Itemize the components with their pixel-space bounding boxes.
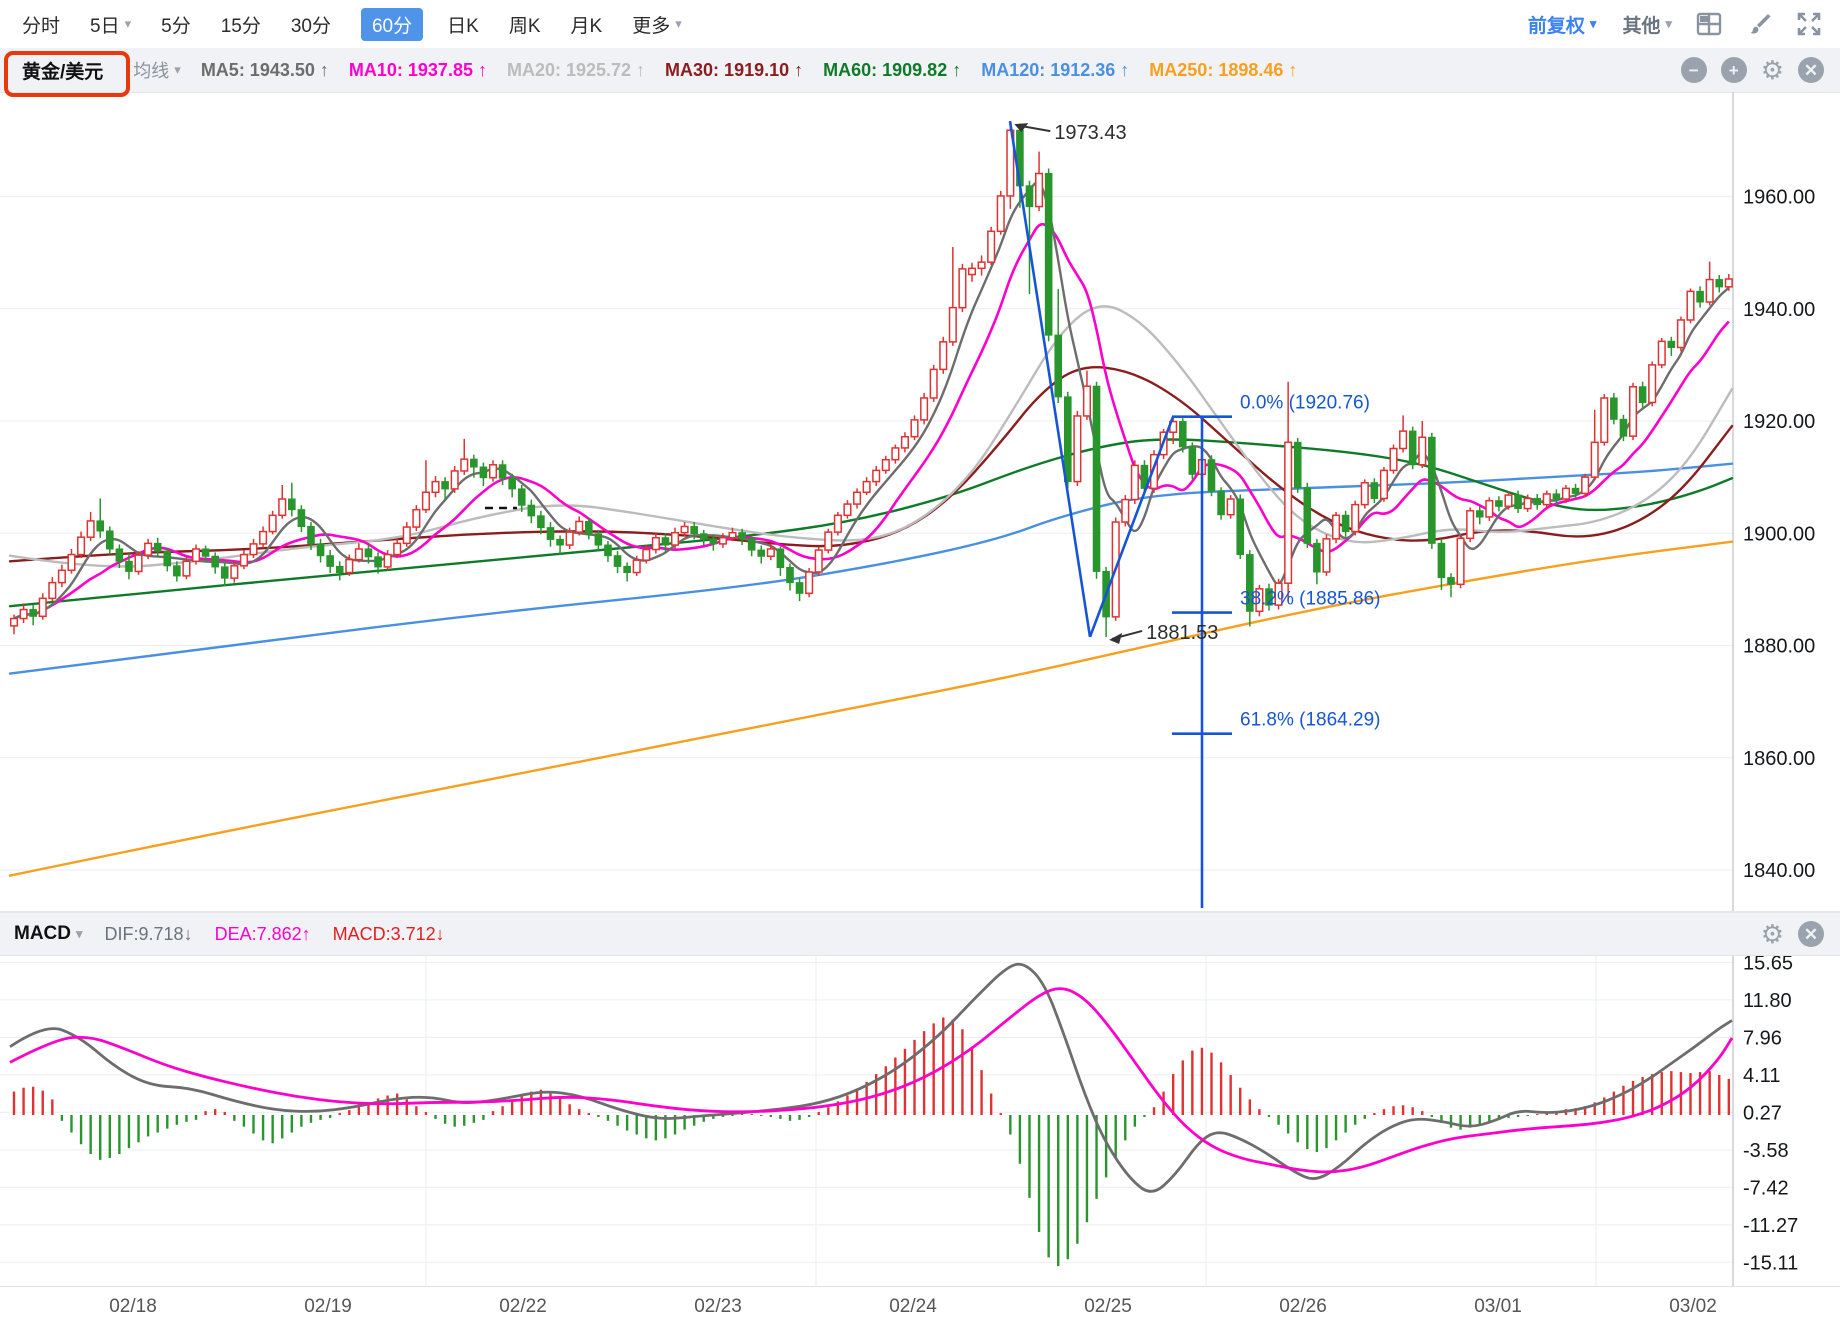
macd-axis-label: -7.42 bbox=[1743, 1177, 1789, 1199]
symbol-name: 黄金/美元 bbox=[22, 61, 104, 83]
period-tabs: 分时 5日 ▾ 5分 15分 30分 60分 日K 周K 月K 更多 ▾ bbox=[0, 7, 712, 41]
fib-level-label: 61.8% (1864.29) bbox=[1240, 710, 1381, 731]
zoom-in-button[interactable]: + bbox=[1720, 57, 1747, 83]
chevron-down-icon: ▾ bbox=[124, 16, 132, 31]
period-tab-5日[interactable]: 5日 ▾ bbox=[90, 15, 132, 37]
price-axis-label: 1880.00 bbox=[1743, 636, 1815, 658]
ma-toggle-dropdown[interactable]: 均线 ▾ bbox=[133, 57, 181, 83]
other-label: 其他 bbox=[1622, 15, 1661, 37]
date-label: 02/19 bbox=[304, 1296, 352, 1317]
candlestick-chart[interactable]: 1960.00 1940.00 1920.00 1900.00 1880.00 1860.… bbox=[0, 92, 1840, 912]
date-label: 02/18 bbox=[109, 1296, 157, 1317]
date-label: 03/01 bbox=[1474, 1296, 1522, 1317]
ma-value: MA5: 1943.50 ↑ bbox=[200, 59, 329, 80]
period-tab-日K[interactable]: 日K bbox=[447, 15, 479, 37]
close-icon[interactable]: ✕ bbox=[1798, 57, 1824, 83]
date-label: 02/25 bbox=[1084, 1296, 1132, 1317]
macd-chart[interactable]: 15.65 11.80 7.96 4.11 0.27 -3.58 -7.42 -11.27 -1… bbox=[0, 956, 1840, 1286]
period-tab-更多[interactable]: 更多 ▾ bbox=[632, 15, 682, 37]
ma-value: MA250: 1898.46 ↑ bbox=[1149, 59, 1298, 80]
other-dropdown[interactable]: 其他 ▾ bbox=[1622, 11, 1672, 38]
price-axis-label: 1840.00 bbox=[1743, 860, 1815, 882]
macd-axis-label: 11.80 bbox=[1743, 990, 1792, 1012]
low-annotation: 1881.53 bbox=[1146, 622, 1218, 644]
price-axis-label: 1860.00 bbox=[1743, 748, 1815, 770]
chevron-down-icon: ▾ bbox=[1589, 16, 1597, 31]
chevron-down-icon: ▾ bbox=[675, 16, 682, 31]
ma20-line bbox=[8, 305, 1734, 568]
macd-axis-label: 0.27 bbox=[1743, 1102, 1782, 1124]
ma-value: MA120: 1912.36 ↑ bbox=[981, 59, 1130, 80]
period-tab-5分[interactable]: 5分 bbox=[161, 15, 191, 37]
ma-value: MA60: 1909.82 ↑ bbox=[823, 59, 962, 80]
date-label: 02/22 bbox=[499, 1296, 547, 1317]
macd-header: MACD ▾ DIF:9.718↓ DEA:7.862↑ MACD:3.712↓… bbox=[0, 912, 1840, 956]
high-annotation: 1973.43 bbox=[1054, 122, 1126, 144]
close-icon[interactable]: ✕ bbox=[1798, 921, 1824, 947]
ma-indicator-bar: 黄金/美元 均线 ▾ MA5: 1943.50 ↑ MA10: 1937.85 ↑… bbox=[0, 48, 1840, 97]
price-axis-label: 1960.00 bbox=[1743, 187, 1815, 209]
layout-grid-icon[interactable] bbox=[1696, 11, 1722, 37]
price-axis-label: 1920.00 bbox=[1743, 411, 1815, 433]
mabar-right: − + ⚙ ✕ bbox=[1667, 57, 1840, 83]
price-axis-label: 1900.00 bbox=[1743, 523, 1815, 545]
macd-axis-label: 15.65 bbox=[1743, 956, 1793, 974]
chevron-down-icon: ▾ bbox=[1665, 16, 1672, 31]
period-tab-周K[interactable]: 周K bbox=[508, 15, 541, 37]
zoom-out-button[interactable]: − bbox=[1680, 57, 1707, 83]
fib-level-label: 0.0% (1920.76) bbox=[1240, 393, 1370, 414]
ma-values: MA5: 1943.50 ↑ MA10: 1937.85 ↑ MA20: 1925.… bbox=[181, 60, 1298, 81]
dif-value: DIF:9.718↓ bbox=[104, 923, 193, 944]
adjust-mode-dropdown[interactable]: 前复权 ▾ bbox=[1528, 11, 1597, 38]
ma-toggle-label: 均线 bbox=[133, 61, 170, 81]
macd-axis-label: -3.58 bbox=[1743, 1140, 1789, 1162]
date-label: 02/24 bbox=[889, 1296, 937, 1317]
date-label: 02/26 bbox=[1279, 1296, 1327, 1317]
ma250-line bbox=[8, 540, 1734, 877]
ma-value: MA10: 1937.85 ↑ bbox=[348, 59, 487, 80]
period-tab-分时[interactable]: 分时 bbox=[22, 15, 61, 37]
fib-level-label: 38.2% (1885.86) bbox=[1240, 589, 1381, 610]
date-label: 02/23 bbox=[694, 1296, 742, 1317]
dea-line bbox=[9, 987, 1734, 1174]
dif-line bbox=[9, 962, 1733, 1193]
adjust-mode-label: 前复权 bbox=[1527, 15, 1585, 37]
period-tab-15分[interactable]: 15分 bbox=[220, 15, 261, 37]
period-tab-60分[interactable]: 60分 bbox=[360, 7, 424, 41]
macd-axis-label: 4.11 bbox=[1743, 1065, 1780, 1087]
date-axis: 02/18 02/19 02/22 02/23 02/24 02/25 02/26 03/01… bbox=[0, 1286, 1840, 1326]
gear-icon[interactable]: ⚙ bbox=[1760, 55, 1784, 85]
macd-header-right: ⚙ ✕ bbox=[1747, 921, 1840, 947]
fullscreen-icon[interactable] bbox=[1796, 11, 1822, 37]
period-toolbar: 分时 5日 ▾ 5分 15分 30分 60分 日K 周K 月K 更多 ▾ 前复权 ▾ 其他 ▾ bbox=[0, 0, 1840, 49]
macd-value: MACD:3.712↓ bbox=[332, 923, 445, 944]
period-tab-月K[interactable]: 月K bbox=[570, 15, 603, 37]
period-tab-30分[interactable]: 30分 bbox=[290, 15, 331, 37]
dea-value: DEA:7.862↑ bbox=[214, 923, 311, 944]
macd-title-label: MACD bbox=[14, 923, 71, 944]
ma-value: MA20: 1925.72 ↑ bbox=[506, 59, 646, 80]
chevron-down-icon: ▾ bbox=[76, 926, 83, 941]
macd-indicator-dropdown[interactable]: MACD ▾ bbox=[14, 923, 83, 945]
ma-value: MA30: 1919.10 ↑ bbox=[665, 59, 804, 80]
chevron-down-icon: ▾ bbox=[174, 62, 181, 77]
macd-axis-label: -11.27 bbox=[1743, 1215, 1798, 1237]
ma120-line bbox=[8, 462, 1734, 675]
macd-axis-label: 7.96 bbox=[1743, 1027, 1782, 1049]
draw-brush-icon[interactable] bbox=[1746, 11, 1772, 37]
price-axis-label: 1940.00 bbox=[1743, 299, 1815, 321]
date-label: 03/02 bbox=[1669, 1296, 1717, 1317]
macd-axis-label: -15.11 bbox=[1743, 1252, 1798, 1274]
toolbar-right: 前复权 ▾ 其他 ▾ bbox=[1502, 11, 1840, 38]
gear-icon[interactable]: ⚙ bbox=[1760, 919, 1784, 949]
